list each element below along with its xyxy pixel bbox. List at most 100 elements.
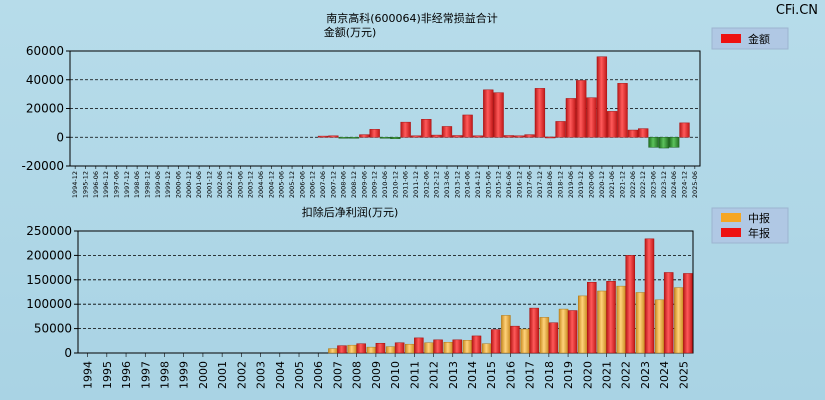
chart2-xtick-label: 2005 <box>293 361 306 389</box>
chart2-bar-annual <box>548 322 559 354</box>
chart1-xtick-label: 1996-12 <box>102 171 110 198</box>
chart1-xtick-label: 2001-06 <box>195 171 203 198</box>
chart1-xtick-label: 2005-06 <box>278 171 286 198</box>
chart1-bar <box>679 122 690 138</box>
chart1-xtick-label: 1997-06 <box>112 171 120 198</box>
chart2-bar-interim <box>405 343 415 354</box>
chart1-xtick-label: 2005-12 <box>288 171 296 198</box>
chart1-bar <box>534 88 546 138</box>
chart2-bar-annual <box>356 343 366 354</box>
chart1-bar <box>348 137 360 139</box>
chart2-xtick-label: 1995 <box>101 361 114 389</box>
legend-label-annual: 年报 <box>748 226 770 240</box>
chart1-xtick-label: 2022-06 <box>629 171 637 198</box>
chart2-xtick-label: 1994 <box>82 361 95 389</box>
chart2-ytick-label: 200000 <box>26 248 72 262</box>
chart2-bar-annual <box>529 307 539 354</box>
chart1-xtick-label: 2020-12 <box>598 171 606 198</box>
chart2-bar-annual <box>663 272 674 354</box>
chart2-bar-interim <box>597 290 607 354</box>
chart1-xtick-label: 1996-06 <box>92 171 100 198</box>
chart1-bar <box>390 137 401 139</box>
chart1-title: 南京高科(600064)非经常损益合计 <box>326 11 498 25</box>
chart2-bar-interim <box>578 295 588 354</box>
chart1-xtick-label: 2003-06 <box>236 171 244 198</box>
chart2-xtick-label: 2018 <box>543 361 556 389</box>
chart2-bar-interim <box>424 342 434 354</box>
chart2-xtick-label: 2025 <box>677 361 690 389</box>
chart2-bar-annual <box>433 339 443 354</box>
chart2-xtick-label: 1998 <box>158 361 171 389</box>
chart2-bar-interim <box>462 340 473 354</box>
chart2-xtick-label: 2016 <box>504 361 517 389</box>
chart1-xtick-label: 2018-06 <box>546 171 554 198</box>
chart1-xtick-label: 1999-06 <box>154 171 162 198</box>
chart1-xtick-label: 2007-06 <box>319 171 327 198</box>
chart1-bar <box>607 111 618 138</box>
chart2-xtick-label: 2021 <box>601 361 614 389</box>
chart1-xtick-label: 1994-12 <box>71 171 79 198</box>
chart1-legend: 金额 <box>711 27 789 50</box>
chart2-xtick-label: 2010 <box>389 361 402 389</box>
chart1-bar <box>483 89 494 138</box>
chart1-xtick-label: 1998-06 <box>133 171 141 198</box>
chart1-bar <box>648 137 659 148</box>
chart1-xtick-label: 2021-06 <box>608 171 616 198</box>
chart1-xtick-label: 2003-12 <box>247 171 255 198</box>
chart1-xtick-label: 2007-12 <box>329 171 337 198</box>
chart1-bar <box>452 135 463 138</box>
chart1-bar <box>555 121 566 138</box>
chart1-xtick-label: 2009-06 <box>360 171 368 198</box>
chart2-bar-annual <box>490 329 501 354</box>
chart2-xtick-label: 2006 <box>312 361 325 389</box>
chart2-xtick-label: 2004 <box>274 361 287 389</box>
chart2-xtick-label: 2024 <box>658 361 671 389</box>
chart2-title: 扣除后净利润(万元) <box>302 205 399 219</box>
chart2-ytick-label: 150000 <box>26 273 72 287</box>
chart2-xtick-label: 2015 <box>485 361 498 389</box>
chart1-bar <box>462 114 473 138</box>
chart1-xtick-label: 2009-12 <box>371 171 379 198</box>
chart1-bar <box>421 119 432 138</box>
chart1-ylabel: 金额(万元) <box>324 25 377 39</box>
chart1-xtick-label: 2012-06 <box>422 171 430 198</box>
chart2-bar-interim <box>501 315 511 354</box>
chart2-xtick-label: 2022 <box>620 361 633 389</box>
chart1-bar <box>617 83 628 138</box>
chart2-xtick-label: 2003 <box>255 361 268 389</box>
watermark: CFi.CN <box>776 3 818 18</box>
chart1-xtick-label: 2004-12 <box>267 171 275 198</box>
chart1-ytick-label: 0 <box>56 130 64 144</box>
chart1-xtick-label: 2020-06 <box>588 171 596 198</box>
chart2-bar-interim <box>385 346 396 354</box>
chart1-xtick-label: 2018-12 <box>557 171 565 198</box>
chart2-plot: 0 50000 100000 150000 200000 250000 1994 1995 19… <box>26 224 694 389</box>
legend-swatch-interim <box>721 213 741 222</box>
chart1-xtick-label: 2017-06 <box>526 171 534 198</box>
chart1-xtick-label: 2011-06 <box>402 171 410 198</box>
chart2-bar-interim <box>674 287 684 354</box>
chart2-xtick-label: 2007 <box>331 361 344 389</box>
chart1-xtick-label: 2004-06 <box>257 171 265 198</box>
chart1-xtick-label: 2008-06 <box>340 171 348 198</box>
chart1-xtick-label: 2011-12 <box>412 171 420 198</box>
chart1-bar <box>431 134 442 138</box>
chart1-xtick-label: 2002-06 <box>216 171 224 198</box>
chart2-xtick-label: 1999 <box>178 361 191 389</box>
chart1-bar <box>338 137 349 139</box>
chart2-ytick-label: 100000 <box>26 297 72 311</box>
chart2-bar-interim <box>635 292 646 354</box>
chart1-bar <box>545 136 556 139</box>
chart1-xtick-label: 2023-06 <box>650 171 658 198</box>
chart2-bar-annual <box>567 310 578 354</box>
chart1-xtick-label: 2017-12 <box>536 171 544 198</box>
chart2-bar-interim <box>616 285 626 354</box>
chart2-bar-annual <box>510 325 520 354</box>
chart1-bar <box>524 134 535 138</box>
chart2-xtick-label: 2002 <box>235 361 248 389</box>
chart1-xtick-label: 2001-12 <box>205 171 213 198</box>
chart2-bar-annual <box>452 339 463 354</box>
chart1-bar <box>441 126 453 138</box>
chart2-bar-annual <box>394 342 405 354</box>
